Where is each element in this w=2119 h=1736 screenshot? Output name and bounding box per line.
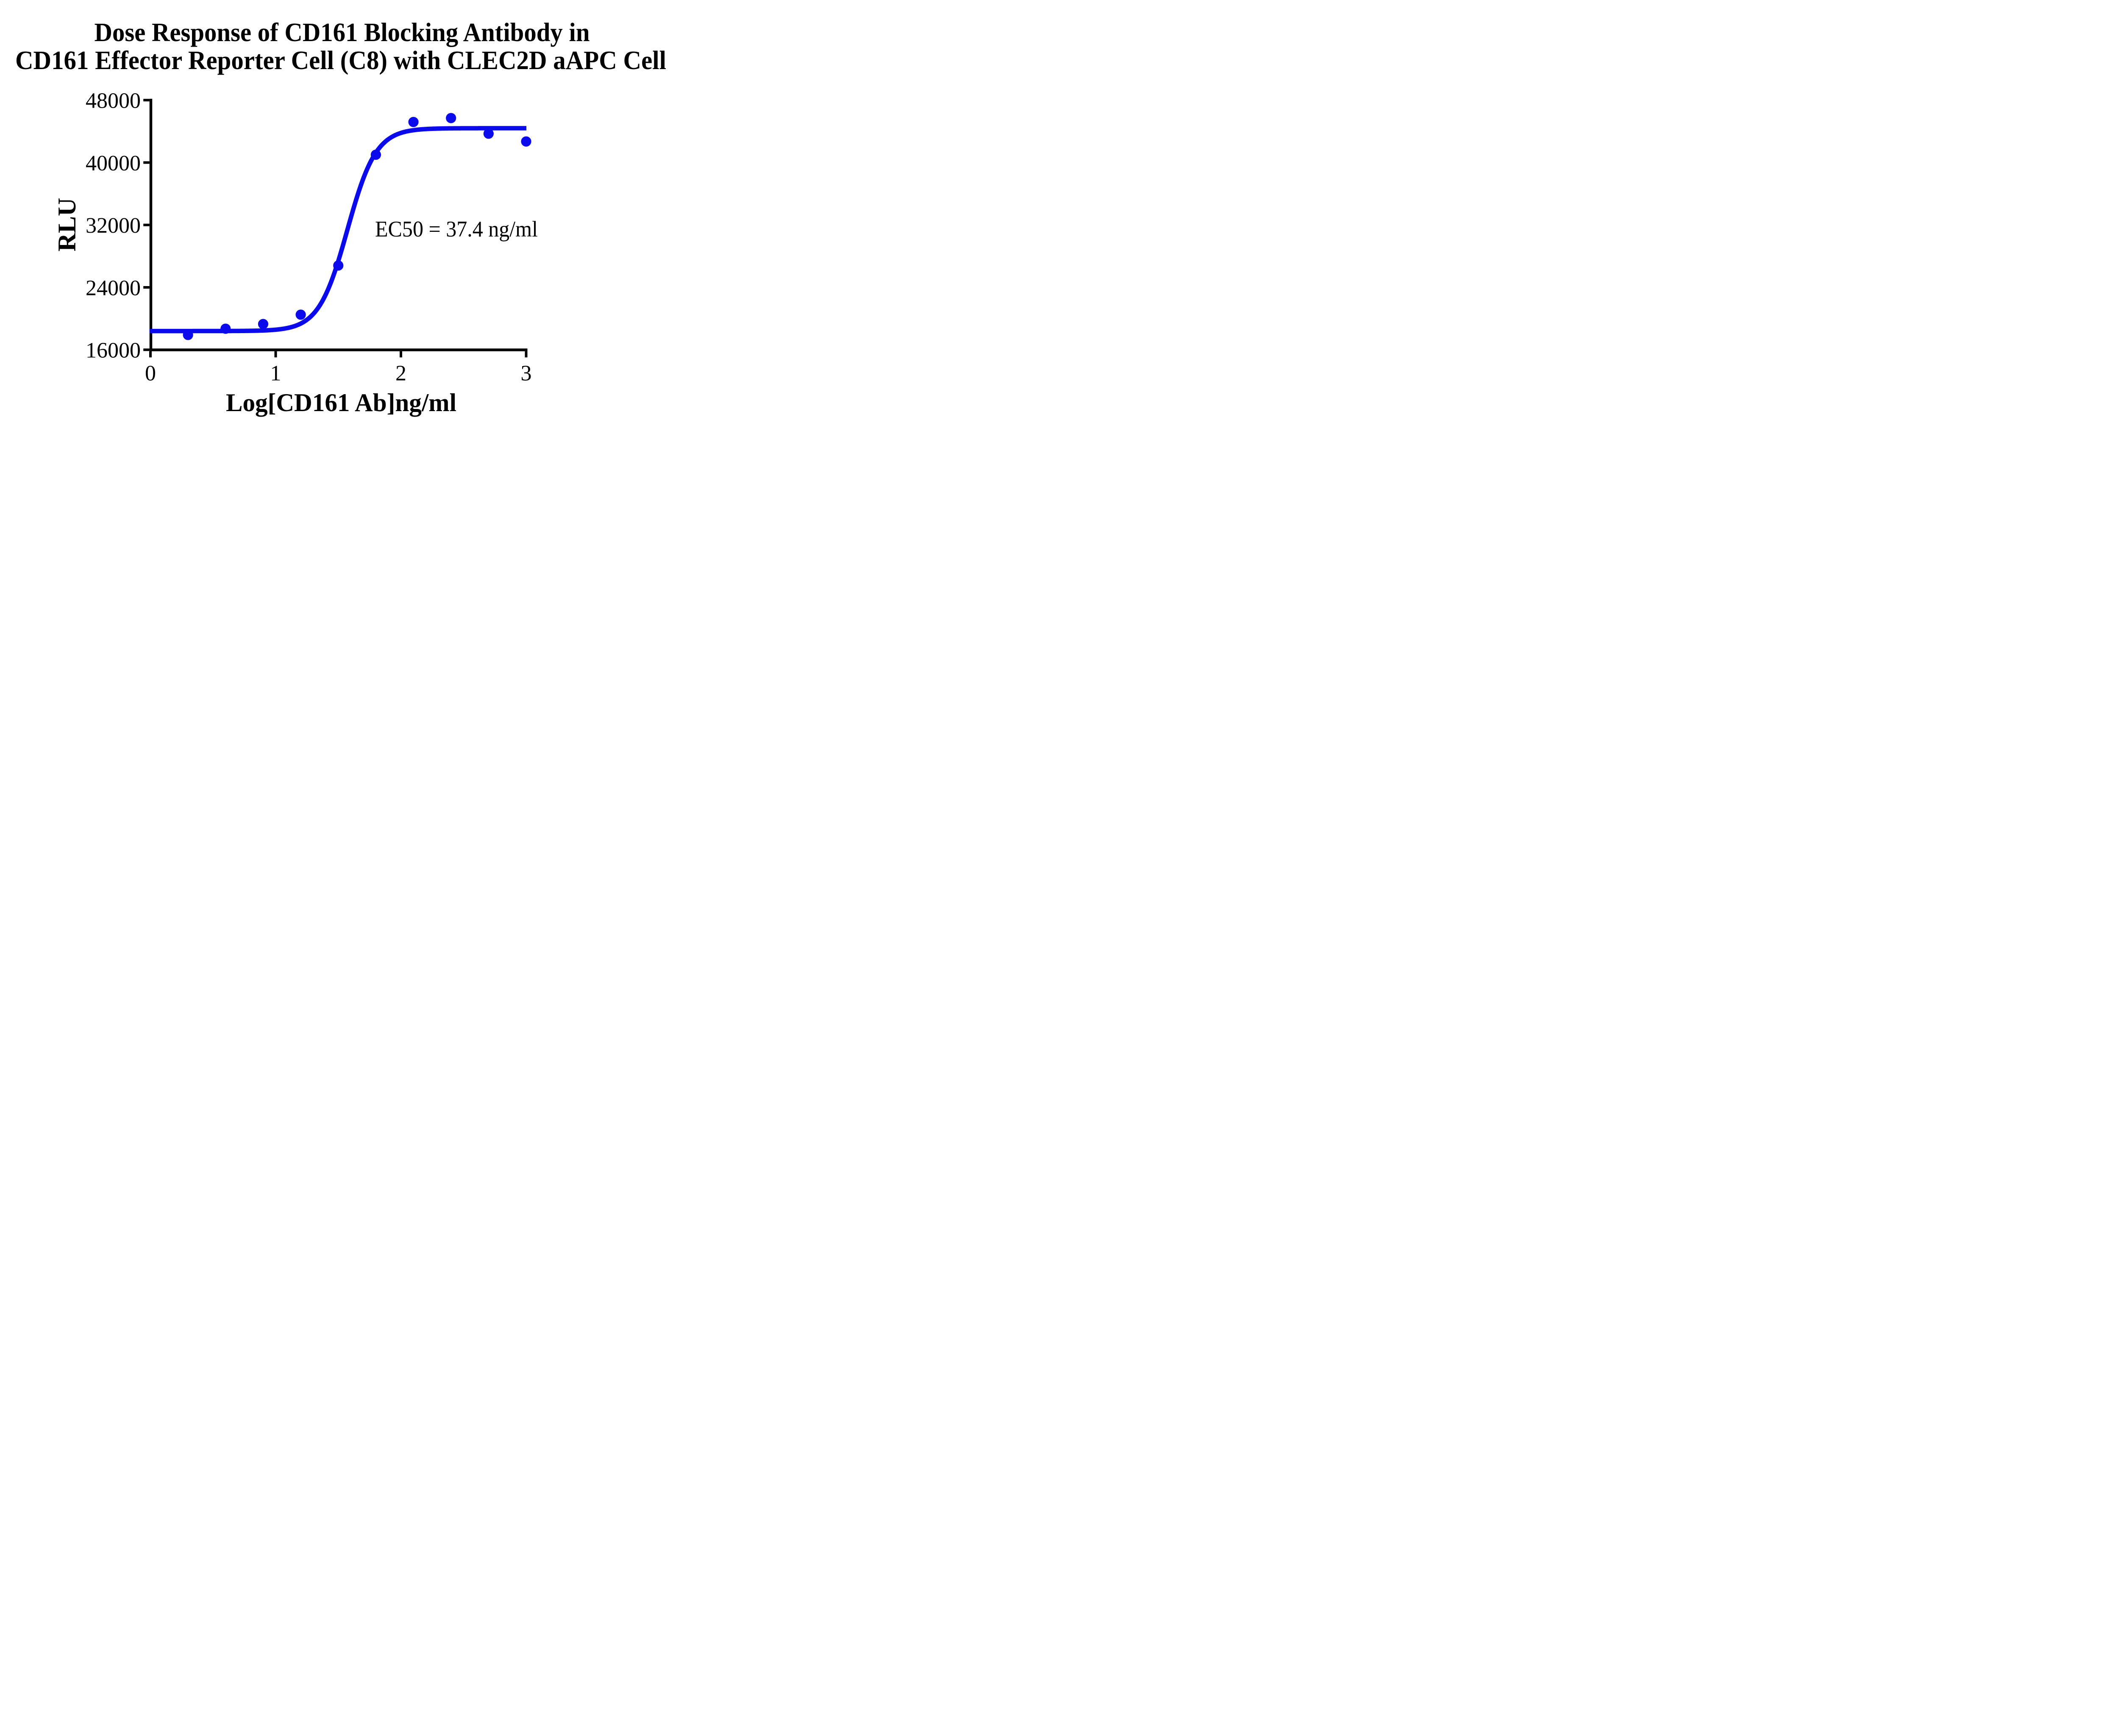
- data-point: [408, 117, 419, 127]
- ec50-annotation: EC50 = 37.4 ng/ml: [375, 217, 538, 242]
- chart-title-line-2: CD161 Effector Reporter Cell (C8) with C…: [15, 46, 666, 75]
- x-tick-label: 3: [521, 362, 532, 386]
- y-tick-label: 16000: [86, 339, 141, 363]
- data-point: [183, 330, 193, 340]
- y-tick-label: 32000: [86, 214, 141, 238]
- data-point: [220, 323, 231, 334]
- data-point: [333, 260, 344, 271]
- x-tick-label: 2: [395, 362, 406, 386]
- x-axis-ticks: 0 1 2 3: [145, 351, 532, 386]
- data-point: [258, 319, 269, 329]
- y-tick-label: 24000: [86, 276, 141, 300]
- data-point: [295, 309, 306, 320]
- axes: 16000 24000 32000 40000 48000 0 1 2 3: [86, 89, 532, 386]
- data-points: [183, 113, 531, 340]
- chart-title-line-1: Dose Response of CD161 Blocking Antibody…: [95, 18, 590, 47]
- data-point: [370, 149, 381, 160]
- x-tick-label: 0: [145, 362, 156, 386]
- data-point: [446, 113, 456, 123]
- y-axis-title: RLU: [53, 198, 81, 252]
- x-axis-title: Log[CD161 Ab]ng/ml: [226, 389, 456, 417]
- chart-title: Dose Response of CD161 Blocking Antibody…: [15, 18, 666, 75]
- data-point: [521, 136, 531, 147]
- y-axis-ticks: 16000 24000 32000 40000 48000: [86, 89, 150, 363]
- data-point: [483, 128, 494, 139]
- y-tick-label: 48000: [86, 89, 141, 113]
- x-tick-label: 1: [270, 362, 281, 386]
- y-tick-label: 40000: [86, 151, 141, 175]
- dose-response-chart: Dose Response of CD161 Blocking Antibody…: [0, 0, 678, 434]
